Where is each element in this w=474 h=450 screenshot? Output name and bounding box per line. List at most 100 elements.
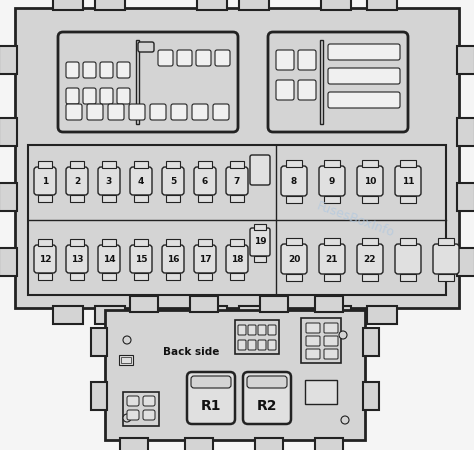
- FancyBboxPatch shape: [143, 410, 155, 420]
- Bar: [166, 161, 180, 168]
- FancyBboxPatch shape: [66, 245, 88, 273]
- Circle shape: [339, 331, 347, 339]
- FancyBboxPatch shape: [66, 62, 79, 78]
- Text: 12: 12: [39, 255, 51, 264]
- FancyBboxPatch shape: [34, 245, 56, 273]
- FancyBboxPatch shape: [258, 325, 266, 335]
- Bar: [254, 224, 266, 230]
- FancyBboxPatch shape: [276, 50, 294, 70]
- Bar: [438, 238, 454, 245]
- Bar: [102, 161, 116, 168]
- FancyBboxPatch shape: [328, 44, 400, 60]
- FancyBboxPatch shape: [83, 88, 96, 104]
- FancyBboxPatch shape: [171, 104, 187, 120]
- Bar: [70, 161, 84, 168]
- Bar: [362, 160, 378, 167]
- Bar: [70, 273, 84, 280]
- Bar: [362, 238, 378, 245]
- Bar: [301, 318, 341, 363]
- FancyBboxPatch shape: [127, 410, 139, 420]
- Bar: [38, 273, 52, 280]
- FancyBboxPatch shape: [258, 340, 266, 350]
- FancyBboxPatch shape: [83, 62, 96, 78]
- FancyBboxPatch shape: [243, 372, 291, 424]
- Bar: [315, 296, 343, 312]
- Text: 16: 16: [167, 255, 179, 264]
- Bar: [166, 239, 180, 246]
- Bar: [70, 239, 84, 246]
- FancyBboxPatch shape: [191, 376, 231, 388]
- Text: 19: 19: [254, 238, 266, 247]
- FancyBboxPatch shape: [58, 32, 238, 132]
- Bar: [91, 328, 107, 356]
- Text: 18: 18: [231, 255, 243, 264]
- Bar: [324, 274, 340, 281]
- Bar: [367, 0, 397, 10]
- Text: 14: 14: [103, 255, 115, 264]
- Bar: [438, 274, 454, 281]
- Bar: [441, 290, 459, 308]
- Bar: [15, 8, 459, 308]
- FancyBboxPatch shape: [66, 88, 79, 104]
- FancyBboxPatch shape: [298, 50, 316, 70]
- FancyBboxPatch shape: [162, 245, 184, 273]
- Bar: [349, 310, 365, 326]
- FancyBboxPatch shape: [150, 104, 166, 120]
- Bar: [457, 183, 474, 211]
- FancyBboxPatch shape: [395, 166, 421, 196]
- Circle shape: [123, 336, 131, 344]
- Bar: [102, 273, 116, 280]
- Bar: [400, 196, 416, 203]
- Bar: [239, 306, 269, 324]
- FancyBboxPatch shape: [319, 244, 345, 274]
- Text: 20: 20: [288, 255, 300, 264]
- FancyBboxPatch shape: [66, 167, 88, 195]
- Text: 9: 9: [329, 176, 335, 185]
- Bar: [363, 328, 379, 356]
- Text: R2: R2: [257, 399, 277, 413]
- Bar: [441, 8, 459, 26]
- Text: 21: 21: [326, 255, 338, 264]
- Bar: [136, 40, 139, 124]
- FancyBboxPatch shape: [250, 228, 270, 256]
- FancyBboxPatch shape: [66, 104, 82, 120]
- Bar: [367, 306, 397, 324]
- FancyBboxPatch shape: [328, 68, 400, 84]
- Bar: [134, 273, 148, 280]
- Text: 11: 11: [402, 176, 414, 185]
- Bar: [400, 160, 416, 167]
- FancyBboxPatch shape: [268, 325, 276, 335]
- FancyBboxPatch shape: [250, 155, 270, 185]
- Bar: [134, 195, 148, 202]
- Bar: [349, 424, 365, 440]
- Bar: [362, 274, 378, 281]
- Bar: [0, 46, 17, 74]
- Bar: [320, 40, 323, 124]
- Text: 17: 17: [199, 255, 211, 264]
- Bar: [120, 438, 148, 450]
- Text: 2: 2: [74, 176, 80, 185]
- Text: 1: 1: [42, 176, 48, 185]
- FancyBboxPatch shape: [306, 349, 320, 359]
- Bar: [255, 438, 283, 450]
- FancyBboxPatch shape: [194, 167, 216, 195]
- Bar: [198, 239, 212, 246]
- Bar: [197, 306, 227, 324]
- Bar: [400, 274, 416, 281]
- Bar: [254, 256, 266, 262]
- Bar: [53, 0, 83, 10]
- Bar: [230, 273, 244, 280]
- Text: R1: R1: [201, 399, 221, 413]
- FancyBboxPatch shape: [276, 80, 294, 100]
- Bar: [15, 8, 33, 26]
- Bar: [38, 161, 52, 168]
- FancyBboxPatch shape: [213, 104, 229, 120]
- FancyBboxPatch shape: [247, 376, 287, 388]
- FancyBboxPatch shape: [238, 340, 246, 350]
- Circle shape: [341, 416, 349, 424]
- Bar: [315, 438, 343, 450]
- FancyBboxPatch shape: [177, 50, 192, 66]
- Bar: [198, 273, 212, 280]
- FancyBboxPatch shape: [100, 62, 113, 78]
- Bar: [119, 355, 133, 365]
